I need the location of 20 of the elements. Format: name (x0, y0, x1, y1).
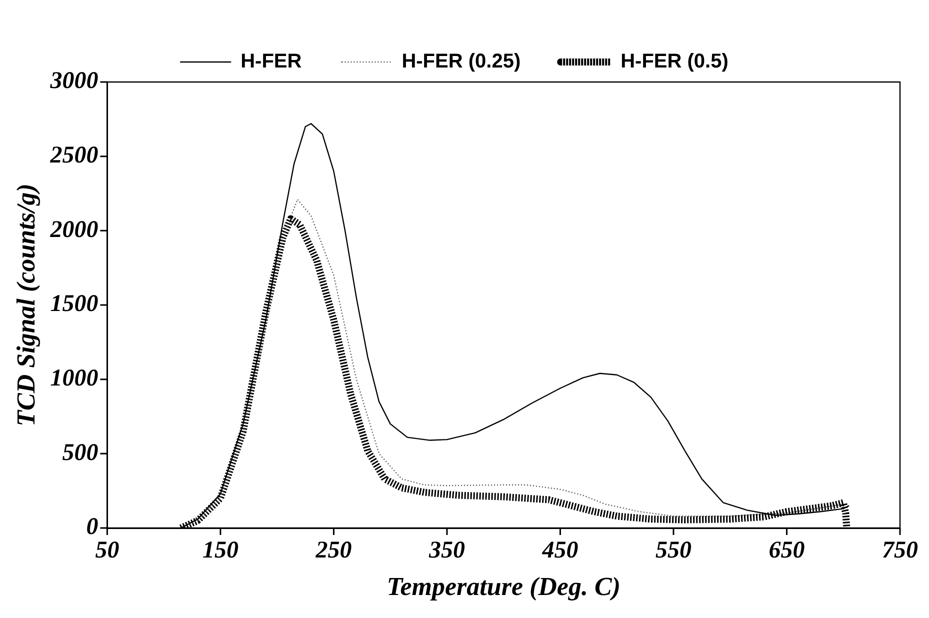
x-tick-label: 450 (541, 538, 578, 564)
legend-label: H-FER (0.25) (402, 50, 521, 73)
x-axis-title: Temperature (Deg. C) (386, 572, 620, 602)
y-tick-label: 2000 (49, 216, 98, 243)
y-tick-label: 2500 (49, 142, 98, 169)
legend-label: H-FER (0.5) (620, 50, 728, 73)
x-tick-label: 350 (428, 538, 465, 564)
x-tick-label: 550 (655, 538, 692, 564)
y-tick-label: 500 (62, 440, 98, 466)
x-tick-label: 50 (95, 538, 120, 564)
x-tick-label: 150 (202, 538, 238, 564)
x-tick-label: 650 (768, 538, 805, 564)
y-tick-label: 1500 (50, 291, 98, 318)
legend-label: H-FER (240, 50, 302, 73)
y-tick-label: 0 (86, 514, 98, 540)
y-tick-label: 3000 (49, 68, 98, 94)
y-axis-title: TCD Signal (counts/g) (11, 184, 40, 426)
y-tick-label: 1000 (50, 366, 98, 392)
x-tick-label: 750 (882, 538, 918, 564)
x-tick-label: 250 (314, 538, 352, 564)
